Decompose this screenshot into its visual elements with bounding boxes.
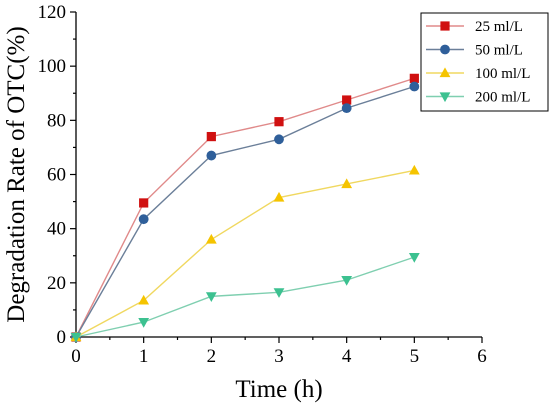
data-point — [409, 81, 420, 92]
x-tick-label: 3 — [274, 346, 284, 367]
y-tick-label: 40 — [47, 219, 66, 240]
data-point — [70, 332, 82, 343]
x-tick-label: 6 — [477, 346, 487, 367]
data-point — [274, 117, 284, 127]
series-0 — [71, 73, 419, 342]
data-point — [139, 198, 149, 208]
y-tick-label: 80 — [47, 110, 66, 131]
data-point — [408, 253, 420, 263]
series-line — [75, 85, 415, 338]
data-point — [341, 103, 352, 114]
data-point — [205, 233, 217, 244]
series-3 — [70, 253, 420, 343]
x-axis-title: Time (h) — [235, 376, 322, 403]
data-point — [206, 150, 217, 161]
data-point — [273, 191, 285, 202]
data-point — [138, 294, 150, 305]
data-point — [273, 288, 285, 298]
series-line — [75, 169, 415, 338]
y-tick-label: 0 — [57, 327, 67, 348]
legend-marker — [440, 44, 450, 55]
y-tick-label: 120 — [38, 2, 67, 23]
data-point — [274, 134, 284, 145]
x-tick-label: 2 — [207, 346, 217, 367]
y-axis-title: Degradation Rate of OTC(%) — [3, 26, 30, 322]
legend-label: 100 ml/L — [475, 66, 530, 82]
x-tick-label: 4 — [342, 346, 352, 367]
data-point — [409, 73, 419, 83]
y-tick-label: 20 — [47, 273, 66, 294]
data-point — [342, 95, 352, 105]
series-line — [75, 77, 415, 338]
series-layer — [70, 73, 420, 343]
legend-label: 25 ml/L — [475, 19, 523, 35]
series-line — [75, 256, 415, 338]
y-tick-label: 100 — [38, 56, 67, 77]
data-point — [205, 292, 217, 302]
data-point — [408, 164, 420, 175]
series-2 — [70, 164, 420, 342]
legend: 25 ml/L 50 ml/L 100 ml/L 200 ml/L — [420, 12, 549, 112]
data-point — [138, 318, 150, 328]
y-tick-label: 60 — [47, 165, 66, 186]
data-point — [341, 276, 353, 286]
legend-marker — [439, 67, 451, 78]
series-1 — [71, 81, 420, 342]
x-tick-label: 5 — [410, 346, 420, 367]
data-point — [341, 178, 353, 189]
legend-label: 50 ml/L — [475, 43, 523, 59]
x-tick-label: 1 — [139, 346, 149, 367]
x-tick-label: 0 — [71, 346, 81, 367]
legend-marker — [439, 92, 451, 103]
legend-marker — [440, 21, 450, 31]
data-point — [138, 214, 149, 225]
data-point — [206, 131, 216, 142]
legend-label: 200 ml/L — [475, 90, 530, 106]
